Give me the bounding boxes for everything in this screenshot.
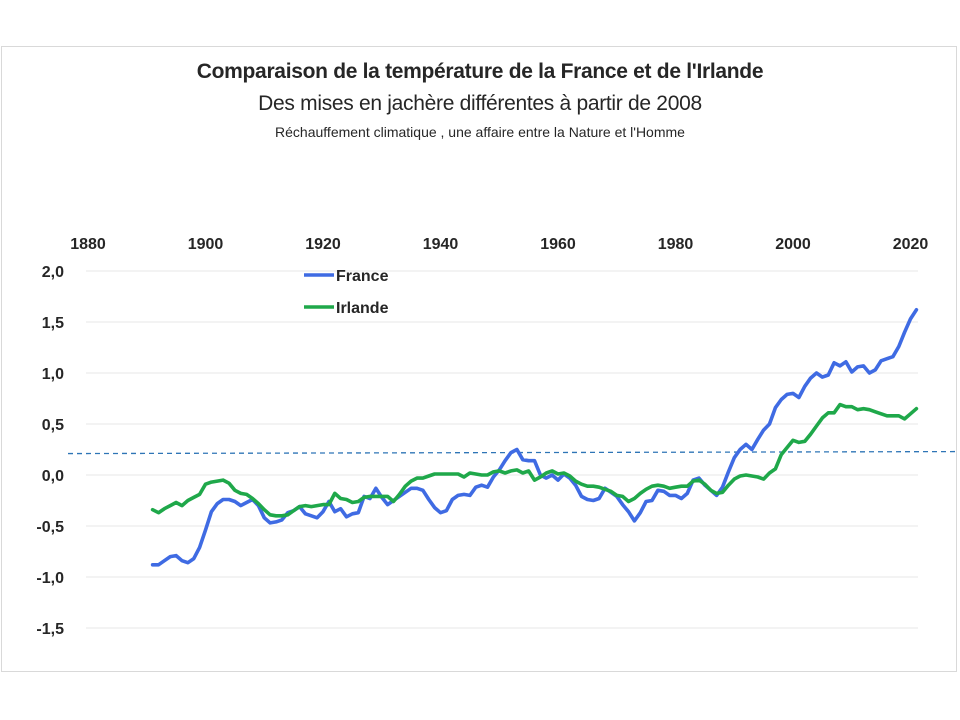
x-tick-label: 1940 (423, 236, 459, 253)
series-line-irlande (150, 402, 919, 518)
x-tick-label: 2020 (893, 236, 929, 253)
chart-title: Comparaison de la température de la Fran… (196, 60, 764, 83)
y-tick-label: 2,0 (42, 264, 64, 281)
chart-subsubtitle: Réchauffement climatique , une affaire e… (275, 124, 685, 140)
series-line-france (150, 307, 919, 567)
legend-item-france: France (304, 268, 389, 285)
y-tick-label: -1,0 (36, 570, 64, 587)
x-tick-label: 1880 (70, 236, 106, 253)
series-lines (150, 307, 919, 567)
y-tick-label: 0,5 (42, 417, 64, 434)
x-tick-label: 1980 (658, 236, 694, 253)
y-tick-label: -0,5 (36, 519, 64, 536)
chart-frame (1, 46, 957, 672)
y-tick-label: 1,0 (42, 366, 64, 383)
legend-label: France (336, 268, 389, 285)
x-tick-label: 2000 (775, 236, 811, 253)
x-tick-label: 1960 (540, 236, 576, 253)
y-tick-label: -1,5 (36, 621, 64, 638)
y-tick-label: 0,0 (42, 468, 64, 485)
legend-item-irlande: Irlande (304, 300, 389, 317)
gridlines (86, 270, 918, 629)
y-axis-tick-labels: 2,0 1,5 1,0 0,5 0,0 -0,5 -1,0 -1,5 (36, 264, 64, 638)
x-tick-label: 1900 (188, 236, 224, 253)
legend: France Irlande (304, 268, 389, 317)
x-axis-tick-labels: 1880 1900 1920 1940 1960 1980 2000 2020 (70, 236, 928, 253)
chart-subtitle: Des mises en jachère différentes à parti… (258, 92, 702, 115)
legend-label: Irlande (336, 300, 389, 317)
y-tick-label: 1,5 (42, 315, 64, 332)
x-tick-label: 1920 (305, 236, 341, 253)
